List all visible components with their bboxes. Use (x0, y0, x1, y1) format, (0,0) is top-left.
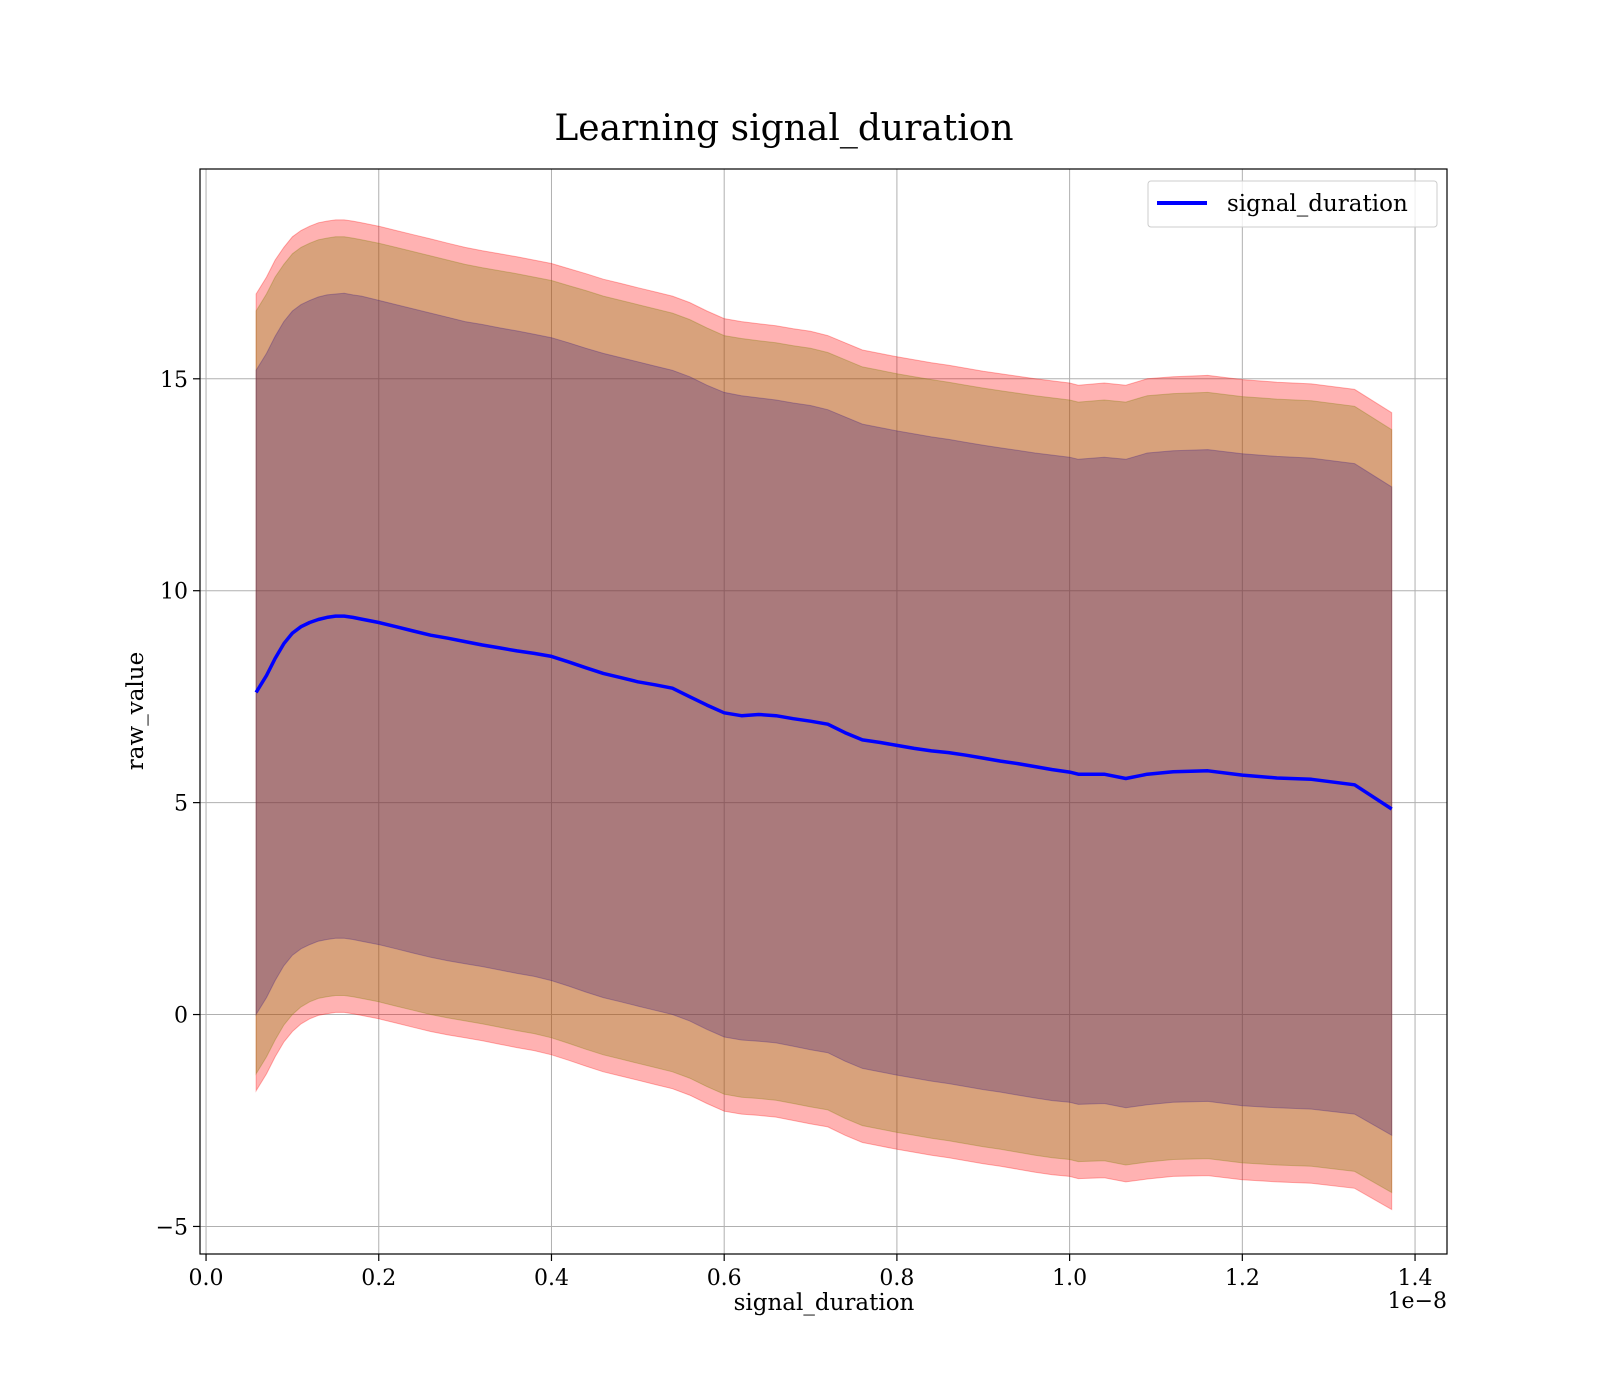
y-tick-label: 10 (160, 580, 188, 605)
series-line-1 (254, 614, 1393, 811)
x-grid-lines (205, 169, 1416, 1254)
confidence-bands (255, 219, 1393, 1211)
series-lines (254, 614, 1393, 811)
chart-title: Learning signal_duration (554, 108, 1013, 149)
x-axis-label: signal_duration (734, 1290, 915, 1316)
x-axis-ticks: 0.0 0.2 0.4 0.6 0.8 1.0 1.2 1.4 (189, 1254, 1433, 1291)
y-axis-ticks: −5 0 5 10 15 (156, 368, 200, 1240)
x-tick-label: 0.4 (534, 1266, 569, 1291)
x-tick-label: 1.4 (1398, 1266, 1433, 1291)
x-tick-label: 0.6 (707, 1266, 742, 1291)
x-tick-label: 0.2 (361, 1266, 396, 1291)
x-tick-label: 0.8 (879, 1266, 914, 1291)
y-tick-label: 0 (174, 1004, 188, 1029)
legend-box (1147, 180, 1438, 228)
x-offset-label: 1e−8 (1388, 1289, 1447, 1314)
legend: signal_duration (1147, 180, 1438, 228)
x-tick-label: 1.2 (1225, 1266, 1260, 1291)
x-tick-label: 0.0 (189, 1266, 224, 1291)
y-tick-label: 5 (174, 792, 188, 817)
plot-frame (199, 168, 1448, 1255)
y-tick-label: −5 (156, 1215, 188, 1240)
x-tick-label: 1.0 (1052, 1266, 1087, 1291)
confidence-band-2 (255, 236, 1393, 1194)
legend-label: signal_duration (1227, 191, 1408, 217)
confidence-band-3 (255, 292, 1393, 1137)
y-axis-label: raw_value (123, 652, 149, 770)
y-grid-lines (200, 378, 1447, 1227)
y-tick-label: 15 (160, 368, 188, 393)
confidence-band-1 (255, 219, 1393, 1211)
